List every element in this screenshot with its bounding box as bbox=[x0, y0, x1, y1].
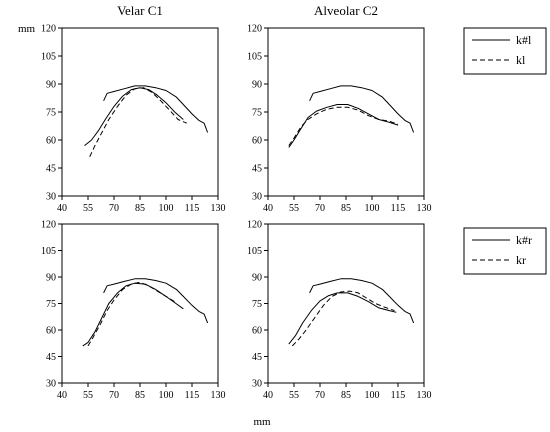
series-line-1 bbox=[309, 85, 415, 133]
y-tick-label: 120 bbox=[247, 24, 262, 35]
y-tick-label: 45 bbox=[252, 352, 262, 363]
series-line-3 bbox=[288, 106, 399, 146]
chart-panel-4: 30 45 60 75 90 105 120 40 55 70 85 100 115 130 bbox=[247, 220, 432, 402]
x-tick-label: 40 bbox=[263, 203, 273, 214]
chart-panel-3: 30 45 60 75 90 105 120 40 55 70 85 100 115 130 bbox=[41, 220, 226, 402]
y-tick-label: 75 bbox=[46, 108, 56, 119]
chart-title: Alveolar C2 bbox=[314, 3, 378, 18]
series-line-2 bbox=[288, 104, 399, 148]
x-tick-label: 115 bbox=[391, 203, 406, 214]
y-tick-label: 120 bbox=[41, 220, 56, 231]
legend-label: k#l bbox=[516, 33, 532, 47]
y-tick-label: 105 bbox=[41, 246, 56, 257]
plot-frame bbox=[61, 27, 219, 197]
x-tick-label: 85 bbox=[341, 203, 351, 214]
plot-frame bbox=[267, 27, 425, 197]
x-unit-label: mm bbox=[253, 416, 271, 428]
x-tick-label: 85 bbox=[135, 390, 145, 401]
series-line-2 bbox=[82, 282, 184, 347]
y-tick-label: 120 bbox=[247, 220, 262, 231]
x-tick-label: 100 bbox=[365, 203, 380, 214]
chart-panel-2: 30 45 60 75 90 105 120 40 55 70 85 100 115 130 Alveola… bbox=[247, 3, 432, 214]
x-tick-label: 85 bbox=[135, 203, 145, 214]
y-tick-label: 45 bbox=[46, 352, 56, 363]
x-tick-label: 70 bbox=[315, 203, 325, 214]
y-tick-label: 30 bbox=[46, 192, 56, 203]
y-tick-label: 30 bbox=[252, 379, 262, 390]
x-tick-label: 70 bbox=[109, 203, 119, 214]
y-unit-label: mm bbox=[18, 23, 36, 35]
y-tick-label: 60 bbox=[252, 326, 262, 337]
y-tick-label: 90 bbox=[252, 80, 262, 91]
y-tick-label: 75 bbox=[252, 299, 262, 310]
legend: k#l kl bbox=[463, 27, 547, 75]
x-tick-label: 55 bbox=[289, 203, 299, 214]
x-tick-label: 55 bbox=[83, 390, 93, 401]
y-tick-label: 60 bbox=[252, 136, 262, 147]
x-tick-label: 115 bbox=[185, 203, 200, 214]
y-tick-label: 90 bbox=[46, 80, 56, 91]
y-tick-label: 60 bbox=[46, 326, 56, 337]
y-tick-label: 45 bbox=[46, 164, 56, 175]
x-tick-label: 115 bbox=[391, 390, 406, 401]
x-tick-label: 85 bbox=[341, 390, 351, 401]
y-tick-label: 105 bbox=[247, 246, 262, 257]
chart-title: Velar C1 bbox=[117, 3, 163, 18]
x-tick-label: 130 bbox=[417, 390, 432, 401]
y-tick-label: 120 bbox=[41, 24, 56, 35]
y-tick-label: 105 bbox=[247, 52, 262, 63]
x-tick-label: 115 bbox=[185, 390, 200, 401]
y-tick-label: 105 bbox=[41, 52, 56, 63]
x-tick-label: 70 bbox=[109, 390, 119, 401]
legend: k#r kr bbox=[463, 227, 547, 275]
series-line-1 bbox=[309, 278, 415, 324]
y-tick-label: 60 bbox=[46, 136, 56, 147]
x-tick-label: 40 bbox=[263, 390, 273, 401]
chart-panel-1: 30 45 60 75 90 105 120 40 55 70 85 100 115 130 Velar C… bbox=[18, 3, 226, 214]
x-tick-label: 40 bbox=[57, 390, 67, 401]
plot-frame bbox=[267, 223, 425, 384]
series-line-1 bbox=[103, 85, 209, 133]
x-tick-label: 100 bbox=[365, 390, 380, 401]
legend-box bbox=[463, 27, 547, 75]
y-tick-label: 30 bbox=[252, 192, 262, 203]
x-tick-label: 100 bbox=[159, 390, 174, 401]
x-tick-label: 55 bbox=[289, 390, 299, 401]
y-tick-label: 75 bbox=[252, 108, 262, 119]
x-tick-label: 55 bbox=[83, 203, 93, 214]
y-tick-label: 90 bbox=[252, 273, 262, 284]
series-line-3 bbox=[89, 87, 187, 158]
series-line-3 bbox=[291, 290, 395, 347]
x-tick-label: 100 bbox=[159, 203, 174, 214]
x-tick-label: 40 bbox=[57, 203, 67, 214]
legend-label: kr bbox=[516, 253, 526, 267]
series-line-3 bbox=[87, 281, 175, 347]
x-tick-label: 130 bbox=[417, 203, 432, 214]
legend-box bbox=[463, 227, 547, 275]
x-tick-label: 130 bbox=[211, 203, 226, 214]
y-tick-label: 30 bbox=[46, 379, 56, 390]
y-tick-label: 45 bbox=[252, 164, 262, 175]
legend-label: kl bbox=[516, 53, 526, 67]
plot-frame bbox=[61, 223, 219, 384]
y-tick-label: 75 bbox=[46, 299, 56, 310]
series-line-2 bbox=[288, 292, 397, 345]
legend-label: k#r bbox=[516, 233, 532, 247]
x-tick-label: 130 bbox=[211, 390, 226, 401]
y-tick-label: 90 bbox=[46, 273, 56, 284]
series-line-1 bbox=[103, 278, 209, 324]
x-tick-label: 70 bbox=[315, 390, 325, 401]
series-line-2 bbox=[84, 87, 184, 146]
